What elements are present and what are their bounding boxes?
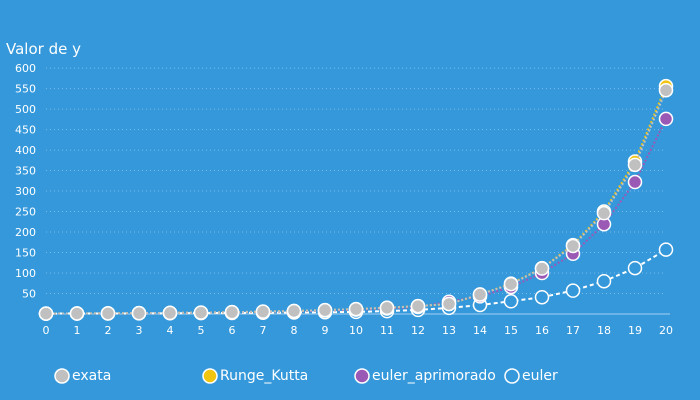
y-tick-label: 250: [15, 206, 36, 219]
x-tick-label: 6: [229, 324, 236, 337]
y-tick-label: 350: [15, 165, 36, 178]
legend-marker: [54, 368, 70, 384]
data-point-exata: [255, 304, 271, 319]
data-point-exata: [193, 305, 209, 320]
data-point-exata: [534, 261, 550, 276]
x-tick-label: 7: [260, 324, 267, 337]
data-point-euler_aprimorado: [627, 174, 643, 190]
data-point-euler: [596, 273, 612, 289]
x-tick-label: 17: [566, 324, 580, 337]
x-tick-label: 5: [198, 324, 205, 337]
series-layer: [38, 78, 674, 321]
series-line-Runge_Kutta: [45, 85, 667, 315]
data-point-euler_aprimorado: [658, 111, 674, 127]
y-tick-label: 600: [15, 62, 36, 75]
series-line-euler_aprimorado: [45, 118, 667, 315]
data-point-exata: [131, 305, 147, 321]
data-point-exata: [286, 303, 302, 319]
x-tick-label: 9: [322, 324, 329, 337]
legend-label: Runge_Kutta: [220, 368, 308, 384]
x-tick-label: 8: [291, 324, 298, 337]
data-point-exata: [596, 205, 612, 221]
y-tick-label: 50: [22, 288, 36, 301]
x-tick-label: 19: [628, 324, 642, 337]
legend-marker: [202, 368, 218, 384]
x-tick-label: 20: [659, 324, 673, 337]
data-point-exata: [317, 302, 333, 318]
x-tick-label: 3: [136, 324, 143, 337]
data-point-euler: [627, 260, 643, 276]
y-tick-label: 400: [15, 144, 36, 157]
data-point-exata: [69, 306, 85, 321]
legend-marker: [354, 368, 370, 384]
data-point-exata: [162, 305, 178, 321]
legend[interactable]: exata Runge_Kutta euler_aprimorado euler: [54, 368, 558, 384]
data-point-exata: [348, 301, 364, 317]
y-tick-label: 100: [15, 267, 36, 280]
data-point-euler: [565, 283, 581, 298]
y-tick-label: 550: [15, 83, 36, 96]
x-tick-label: 15: [504, 324, 518, 337]
chart-title: Valor de y: [6, 40, 81, 58]
data-point-exata: [565, 238, 581, 254]
data-point-exata: [410, 298, 426, 314]
x-tick-label: 16: [535, 324, 549, 337]
data-point-exata: [441, 296, 457, 312]
data-point-exata: [224, 304, 240, 320]
legend-item-euler[interactable]: euler: [504, 368, 558, 384]
legend-marker: [504, 368, 520, 384]
data-point-exata: [38, 306, 54, 321]
x-tick-label: 10: [349, 324, 363, 337]
x-tick-label: 1: [74, 324, 81, 337]
data-point-euler: [503, 294, 519, 309]
legend-item-euler_aprimorado[interactable]: euler_aprimorado: [354, 368, 496, 384]
x-tick-label: 13: [442, 324, 456, 337]
data-point-exata: [503, 276, 519, 292]
y-tick-label: 300: [15, 185, 36, 198]
data-point-euler: [534, 289, 550, 305]
data-point-euler: [658, 242, 674, 257]
data-point-exata: [627, 157, 643, 173]
legend-item-exata[interactable]: exata: [54, 368, 111, 384]
legend-label: euler_aprimorado: [372, 368, 496, 384]
x-tick-label: 0: [43, 324, 50, 337]
x-tick-label: 14: [473, 324, 487, 337]
data-point-exata: [658, 82, 674, 98]
y-tick-label: 200: [15, 226, 36, 239]
legend-label: euler: [522, 368, 558, 384]
y-tick-label: 450: [15, 124, 36, 137]
x-tick-label: 2: [105, 324, 112, 337]
x-tick-label: 12: [411, 324, 425, 337]
y-tick-label: 150: [15, 247, 36, 260]
x-tick-label: 4: [167, 324, 174, 337]
x-tick-label: 18: [597, 324, 611, 337]
legend-item-Runge_Kutta[interactable]: Runge_Kutta: [202, 368, 308, 384]
data-point-exata: [100, 306, 116, 321]
y-tick-label: 500: [15, 103, 36, 116]
data-point-exata: [472, 287, 488, 302]
x-tick-label: 11: [380, 324, 394, 337]
legend-label: exata: [72, 368, 111, 384]
series-line-exata: [45, 89, 667, 315]
data-point-exata: [379, 300, 395, 316]
